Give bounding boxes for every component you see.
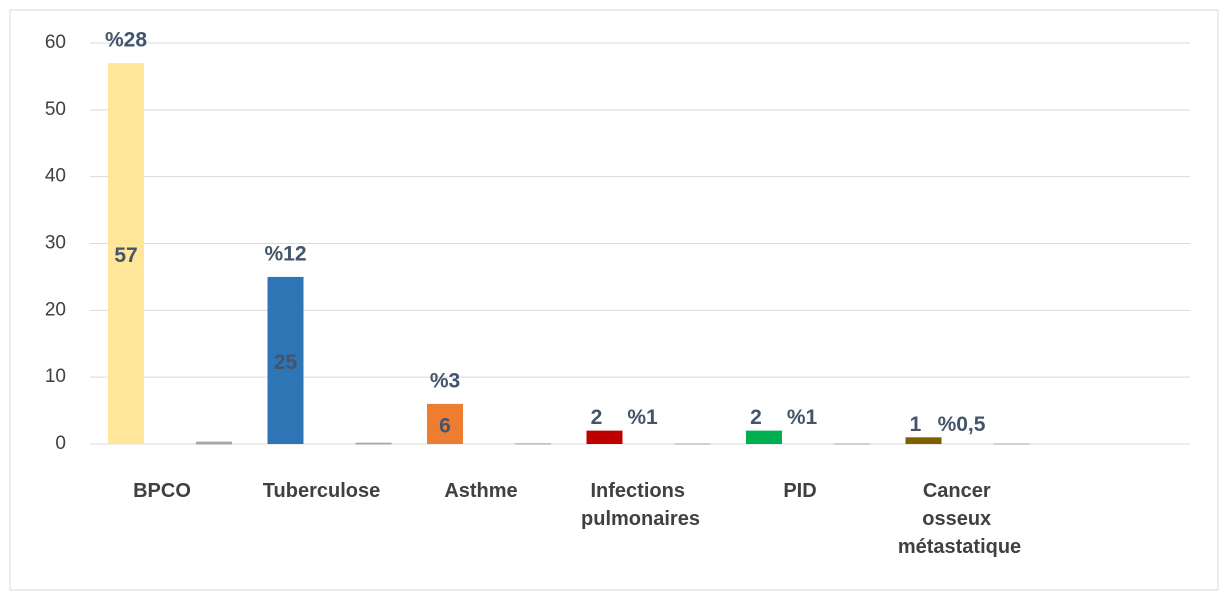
bar — [834, 443, 870, 445]
bar — [108, 63, 144, 445]
x-tick-label: Asthme — [444, 480, 517, 502]
x-tick-label: Cancer osseux métastatique — [898, 480, 1021, 558]
y-tick-label: 60 — [45, 32, 66, 53]
y-tick-label: 20 — [45, 299, 66, 320]
x-tick-label-line: métastatique — [898, 536, 1021, 558]
y-tick-label: 30 — [45, 233, 66, 254]
y-tick-label: 50 — [45, 99, 66, 120]
y-tick-label: 10 — [45, 366, 66, 387]
value-label: %12 — [264, 242, 306, 265]
x-tick-label-line: Infections — [590, 480, 690, 502]
value-label: %0,5 — [938, 413, 986, 436]
x-tick-label-line: osseux — [922, 508, 996, 530]
x-tick-label: BPCO — [133, 480, 191, 502]
x-tick-label: Tuberculose — [263, 480, 380, 502]
value-label: 57 — [114, 244, 137, 267]
y-tick-label: 0 — [55, 433, 66, 454]
bar — [905, 437, 942, 444]
x-tick-label-line: Cancer — [923, 480, 996, 502]
value-label: 6 — [439, 414, 451, 437]
bar — [427, 403, 463, 444]
x-tick-label-line: pulmonaires — [581, 508, 700, 530]
value-label: %1 — [787, 406, 818, 429]
value-label: %3 — [430, 369, 460, 392]
bar — [586, 430, 623, 444]
value-label: 2 — [591, 406, 603, 429]
value-label: 2 — [750, 406, 762, 429]
value-label: 1 — [910, 413, 922, 436]
value-label: 25 — [274, 351, 298, 374]
x-tick-label-line: BPCO — [133, 480, 191, 502]
x-tick-label: PID — [783, 480, 816, 502]
y-tick-label: 40 — [45, 166, 66, 187]
x-tick-label-line: Asthme — [444, 480, 517, 502]
x-tick-label-line: PID — [783, 480, 816, 502]
x-tick-label: Infections pulmonaires — [581, 480, 700, 530]
bar — [196, 441, 232, 445]
chart-frame — [9, 9, 1219, 591]
bar — [993, 443, 1030, 445]
bar — [746, 430, 782, 444]
bar — [515, 443, 551, 445]
bar — [355, 442, 392, 445]
value-label: %28 — [105, 29, 147, 52]
value-label: %1 — [627, 406, 658, 429]
bar — [674, 443, 711, 445]
x-tick-label-line: Tuberculose — [263, 480, 380, 502]
bar — [267, 276, 304, 444]
